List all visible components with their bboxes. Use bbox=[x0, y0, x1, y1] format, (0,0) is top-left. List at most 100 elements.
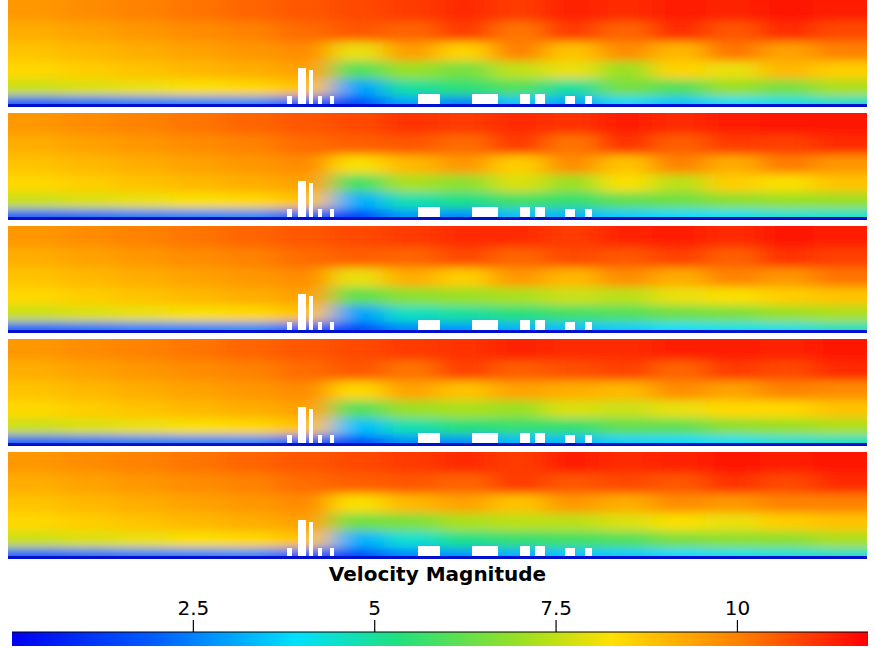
velocity-cell bbox=[438, 494, 493, 514]
velocity-cell bbox=[599, 174, 654, 193]
velocity-cell bbox=[760, 339, 815, 361]
velocity-cell bbox=[384, 21, 439, 42]
obstacle bbox=[298, 294, 306, 330]
velocity-cell bbox=[599, 473, 654, 494]
velocity-cell bbox=[491, 268, 546, 288]
velocity-cell bbox=[115, 113, 170, 135]
colorbar-tick bbox=[193, 620, 194, 632]
velocity-cell bbox=[760, 494, 815, 514]
velocity-cell bbox=[8, 400, 63, 419]
velocity-cell bbox=[330, 0, 385, 22]
velocity-cell bbox=[491, 155, 546, 175]
velocity-cell bbox=[813, 494, 867, 514]
velocity-cell bbox=[545, 61, 600, 80]
velocity-cell bbox=[169, 268, 224, 288]
velocity-cell bbox=[8, 134, 63, 155]
velocity-cell bbox=[223, 473, 278, 494]
velocity-cell bbox=[384, 226, 439, 248]
velocity-cell bbox=[438, 21, 493, 42]
obstacle bbox=[520, 546, 530, 556]
velocity-cell bbox=[760, 192, 815, 210]
velocity-cell bbox=[384, 381, 439, 401]
velocity-cell bbox=[384, 400, 439, 419]
wall bbox=[8, 330, 867, 333]
velocity-cell bbox=[652, 61, 707, 80]
colorbar bbox=[12, 632, 868, 646]
velocity-cell bbox=[813, 61, 867, 80]
velocity-cell bbox=[115, 247, 170, 268]
velocity-cell bbox=[169, 155, 224, 175]
velocity-cell bbox=[330, 192, 385, 210]
velocity-cell bbox=[169, 494, 224, 514]
velocity-cell bbox=[169, 418, 224, 436]
velocity-cell bbox=[223, 155, 278, 175]
velocity-cell bbox=[115, 174, 170, 193]
velocity-cell bbox=[62, 452, 117, 474]
wall bbox=[8, 104, 867, 107]
velocity-cell bbox=[760, 381, 815, 401]
velocity-cell bbox=[438, 400, 493, 419]
flow-panel bbox=[8, 452, 867, 559]
velocity-cell bbox=[276, 452, 331, 474]
velocity-cell bbox=[276, 113, 331, 135]
velocity-cell bbox=[8, 381, 63, 401]
velocity-cell bbox=[599, 155, 654, 175]
velocity-cell bbox=[545, 192, 600, 210]
velocity-cell bbox=[545, 79, 600, 97]
flow-panel bbox=[8, 0, 867, 107]
velocity-cell bbox=[62, 339, 117, 361]
velocity-cell bbox=[62, 360, 117, 381]
velocity-cell bbox=[8, 418, 63, 436]
velocity-cell bbox=[223, 531, 278, 549]
velocity-cell bbox=[813, 0, 867, 22]
velocity-cell bbox=[599, 247, 654, 268]
obstacle bbox=[287, 435, 292, 443]
velocity-cell bbox=[706, 192, 761, 210]
wall bbox=[8, 443, 867, 446]
velocity-cell bbox=[276, 134, 331, 155]
velocity-cell bbox=[652, 79, 707, 97]
velocity-cell bbox=[438, 381, 493, 401]
velocity-cell bbox=[545, 247, 600, 268]
velocity-cell bbox=[8, 287, 63, 306]
velocity-cell bbox=[813, 268, 867, 288]
velocity-cell bbox=[599, 531, 654, 549]
velocity-cell bbox=[115, 418, 170, 436]
velocity-cell bbox=[599, 513, 654, 532]
velocity-cell bbox=[438, 287, 493, 306]
velocity-cell bbox=[330, 381, 385, 401]
velocity-cell bbox=[438, 42, 493, 62]
velocity-cell bbox=[438, 452, 493, 474]
velocity-cell bbox=[438, 0, 493, 22]
velocity-cell bbox=[545, 513, 600, 532]
velocity-cell bbox=[760, 174, 815, 193]
velocity-cell bbox=[115, 287, 170, 306]
velocity-cell bbox=[115, 134, 170, 155]
velocity-cell bbox=[706, 21, 761, 42]
velocity-cell bbox=[276, 339, 331, 361]
velocity-cell bbox=[760, 360, 815, 381]
velocity-cell bbox=[438, 226, 493, 248]
velocity-cell bbox=[8, 531, 63, 549]
velocity-cell bbox=[384, 287, 439, 306]
velocity-cell bbox=[169, 113, 224, 135]
velocity-cell bbox=[8, 155, 63, 175]
velocity-cell bbox=[706, 247, 761, 268]
velocity-cell bbox=[330, 513, 385, 532]
velocity-cell bbox=[760, 531, 815, 549]
velocity-cell bbox=[545, 155, 600, 175]
velocity-cell bbox=[491, 247, 546, 268]
velocity-cell bbox=[652, 21, 707, 42]
velocity-cell bbox=[760, 473, 815, 494]
colorbar-tick-label: 7.5 bbox=[540, 596, 572, 620]
velocity-cell bbox=[491, 287, 546, 306]
velocity-cell bbox=[223, 113, 278, 135]
obstacle bbox=[287, 96, 292, 104]
velocity-cell bbox=[223, 287, 278, 306]
velocity-cell bbox=[599, 339, 654, 361]
velocity-cell bbox=[169, 381, 224, 401]
velocity-cell bbox=[652, 473, 707, 494]
obstacle bbox=[585, 96, 592, 104]
velocity-cell bbox=[115, 79, 170, 97]
velocity-cell bbox=[652, 305, 707, 323]
